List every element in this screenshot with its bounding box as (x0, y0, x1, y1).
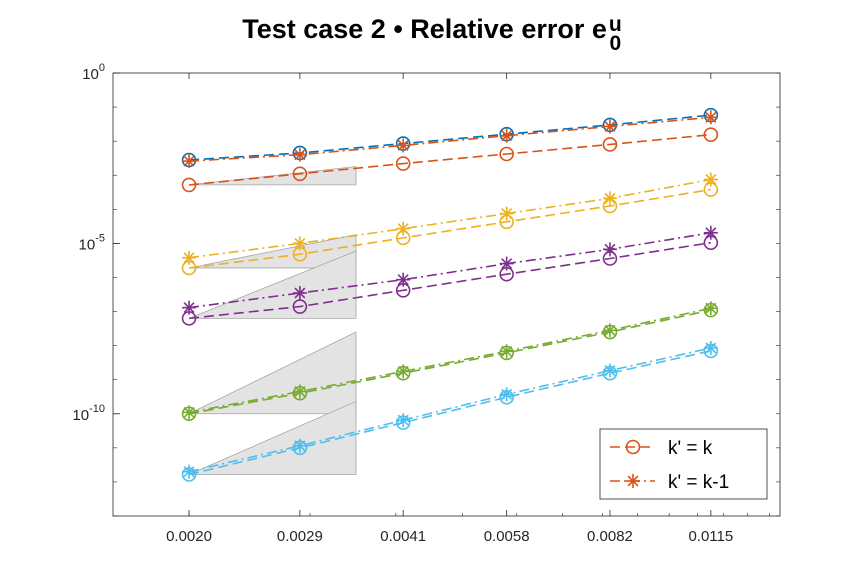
series-8-line (188, 309, 712, 415)
series-7-point-4 (499, 256, 514, 271)
y-tick-label-2: 10-5 (79, 232, 105, 253)
slope-triangles (188, 166, 357, 475)
series-9-point-6 (703, 301, 718, 316)
y-tick-label-3: 10-10 (72, 403, 105, 424)
series-6-point-2 (292, 299, 308, 314)
x-tick-label-3: 0.0041 (380, 528, 426, 545)
slope-triangle-4 (188, 331, 357, 415)
series-2-point-6 (703, 110, 718, 125)
series-9-point-5 (602, 323, 617, 338)
series-5-point-3 (396, 221, 411, 236)
series-11-point-1 (182, 464, 197, 479)
series-3-point-6 (703, 127, 719, 142)
series-3-line (188, 133, 711, 186)
series-9 (182, 301, 718, 420)
chart-title-text: Test case 2 • Relative error (242, 14, 585, 44)
series-9-line (188, 307, 712, 414)
x-tick-label-5: 0.0082 (587, 528, 633, 545)
series-3-point-3 (395, 156, 411, 171)
legend-marker-2 (626, 474, 640, 488)
series-2-point-3 (396, 138, 411, 153)
slope-triangle-1 (188, 166, 357, 186)
series-9-point-1 (182, 405, 197, 420)
chart-title-subscript: 0 (609, 31, 622, 55)
series-1 (181, 107, 719, 168)
x-tick-label-4: 0.0058 (484, 528, 530, 545)
series-4-line (188, 188, 711, 269)
series-11 (182, 341, 718, 479)
chart-title-superscript: u (608, 12, 622, 36)
series-11-line (188, 347, 712, 473)
series-7-point-3 (396, 272, 411, 287)
legend-marker-1 (625, 439, 641, 455)
axes-box (112, 72, 781, 517)
legend-entry-2: k' = k-1 (610, 472, 729, 493)
series-6-line (188, 241, 711, 320)
series-layer (181, 107, 719, 482)
series-3-point-4 (499, 146, 514, 162)
series-11-point-5 (602, 363, 617, 378)
series-3 (181, 127, 719, 193)
series-3-point-2 (292, 166, 308, 182)
series-5-point-5 (602, 191, 617, 206)
series-9-point-3 (396, 364, 411, 379)
series-6 (181, 235, 719, 326)
series-11-point-2 (292, 438, 307, 453)
series-2-point-4 (499, 128, 514, 143)
series-2-line (188, 116, 711, 162)
series-2 (182, 110, 718, 169)
series-5-point-4 (499, 206, 514, 221)
series-7-point-2 (292, 285, 307, 300)
series-5-line (188, 178, 711, 259)
series-5-point-2 (292, 236, 307, 251)
series-7-point-5 (602, 242, 617, 257)
series-1-line (188, 114, 711, 161)
series-9-point-2 (292, 384, 307, 399)
series-11-point-3 (396, 413, 411, 428)
legend-label-2: k' = k-1 (668, 472, 729, 493)
series-11-point-4 (499, 387, 514, 402)
series-7-point-6 (703, 225, 718, 240)
series-7 (182, 225, 718, 315)
series-5 (182, 172, 718, 265)
legend-entry-1: k' = k (610, 438, 713, 459)
series-7-point-1 (182, 300, 197, 315)
x-tick-label-6: 0.0115 (688, 528, 733, 545)
x-tick-label-2: 0.0029 (277, 528, 323, 545)
series-2-point-2 (292, 147, 307, 162)
series-3-point-1 (181, 177, 197, 193)
series-2-point-5 (602, 119, 617, 134)
series-9-point-4 (499, 344, 514, 359)
axes-layer: 0.0020 0.0029 0.0041 0.0058 0.0082 0.0115 100 1… (72, 62, 781, 545)
slope-triangle-5 (188, 400, 357, 475)
y-tick-label-1: 100 (82, 62, 105, 83)
legend-box (599, 428, 768, 500)
series-7-line (188, 231, 711, 309)
series-3-point-5 (602, 137, 618, 152)
x-tick-label-1: 0.0020 (166, 528, 212, 545)
series-5-point-6 (703, 172, 718, 187)
chart-title-symbol: e (591, 14, 607, 44)
legend: k' = k k' = k-1 (599, 428, 768, 500)
legend-label-1: k' = k (668, 438, 713, 459)
series-2-point-1 (182, 154, 197, 169)
series-11-point-6 (703, 341, 718, 356)
series-5-point-1 (182, 250, 197, 265)
series-10-line (188, 350, 712, 476)
